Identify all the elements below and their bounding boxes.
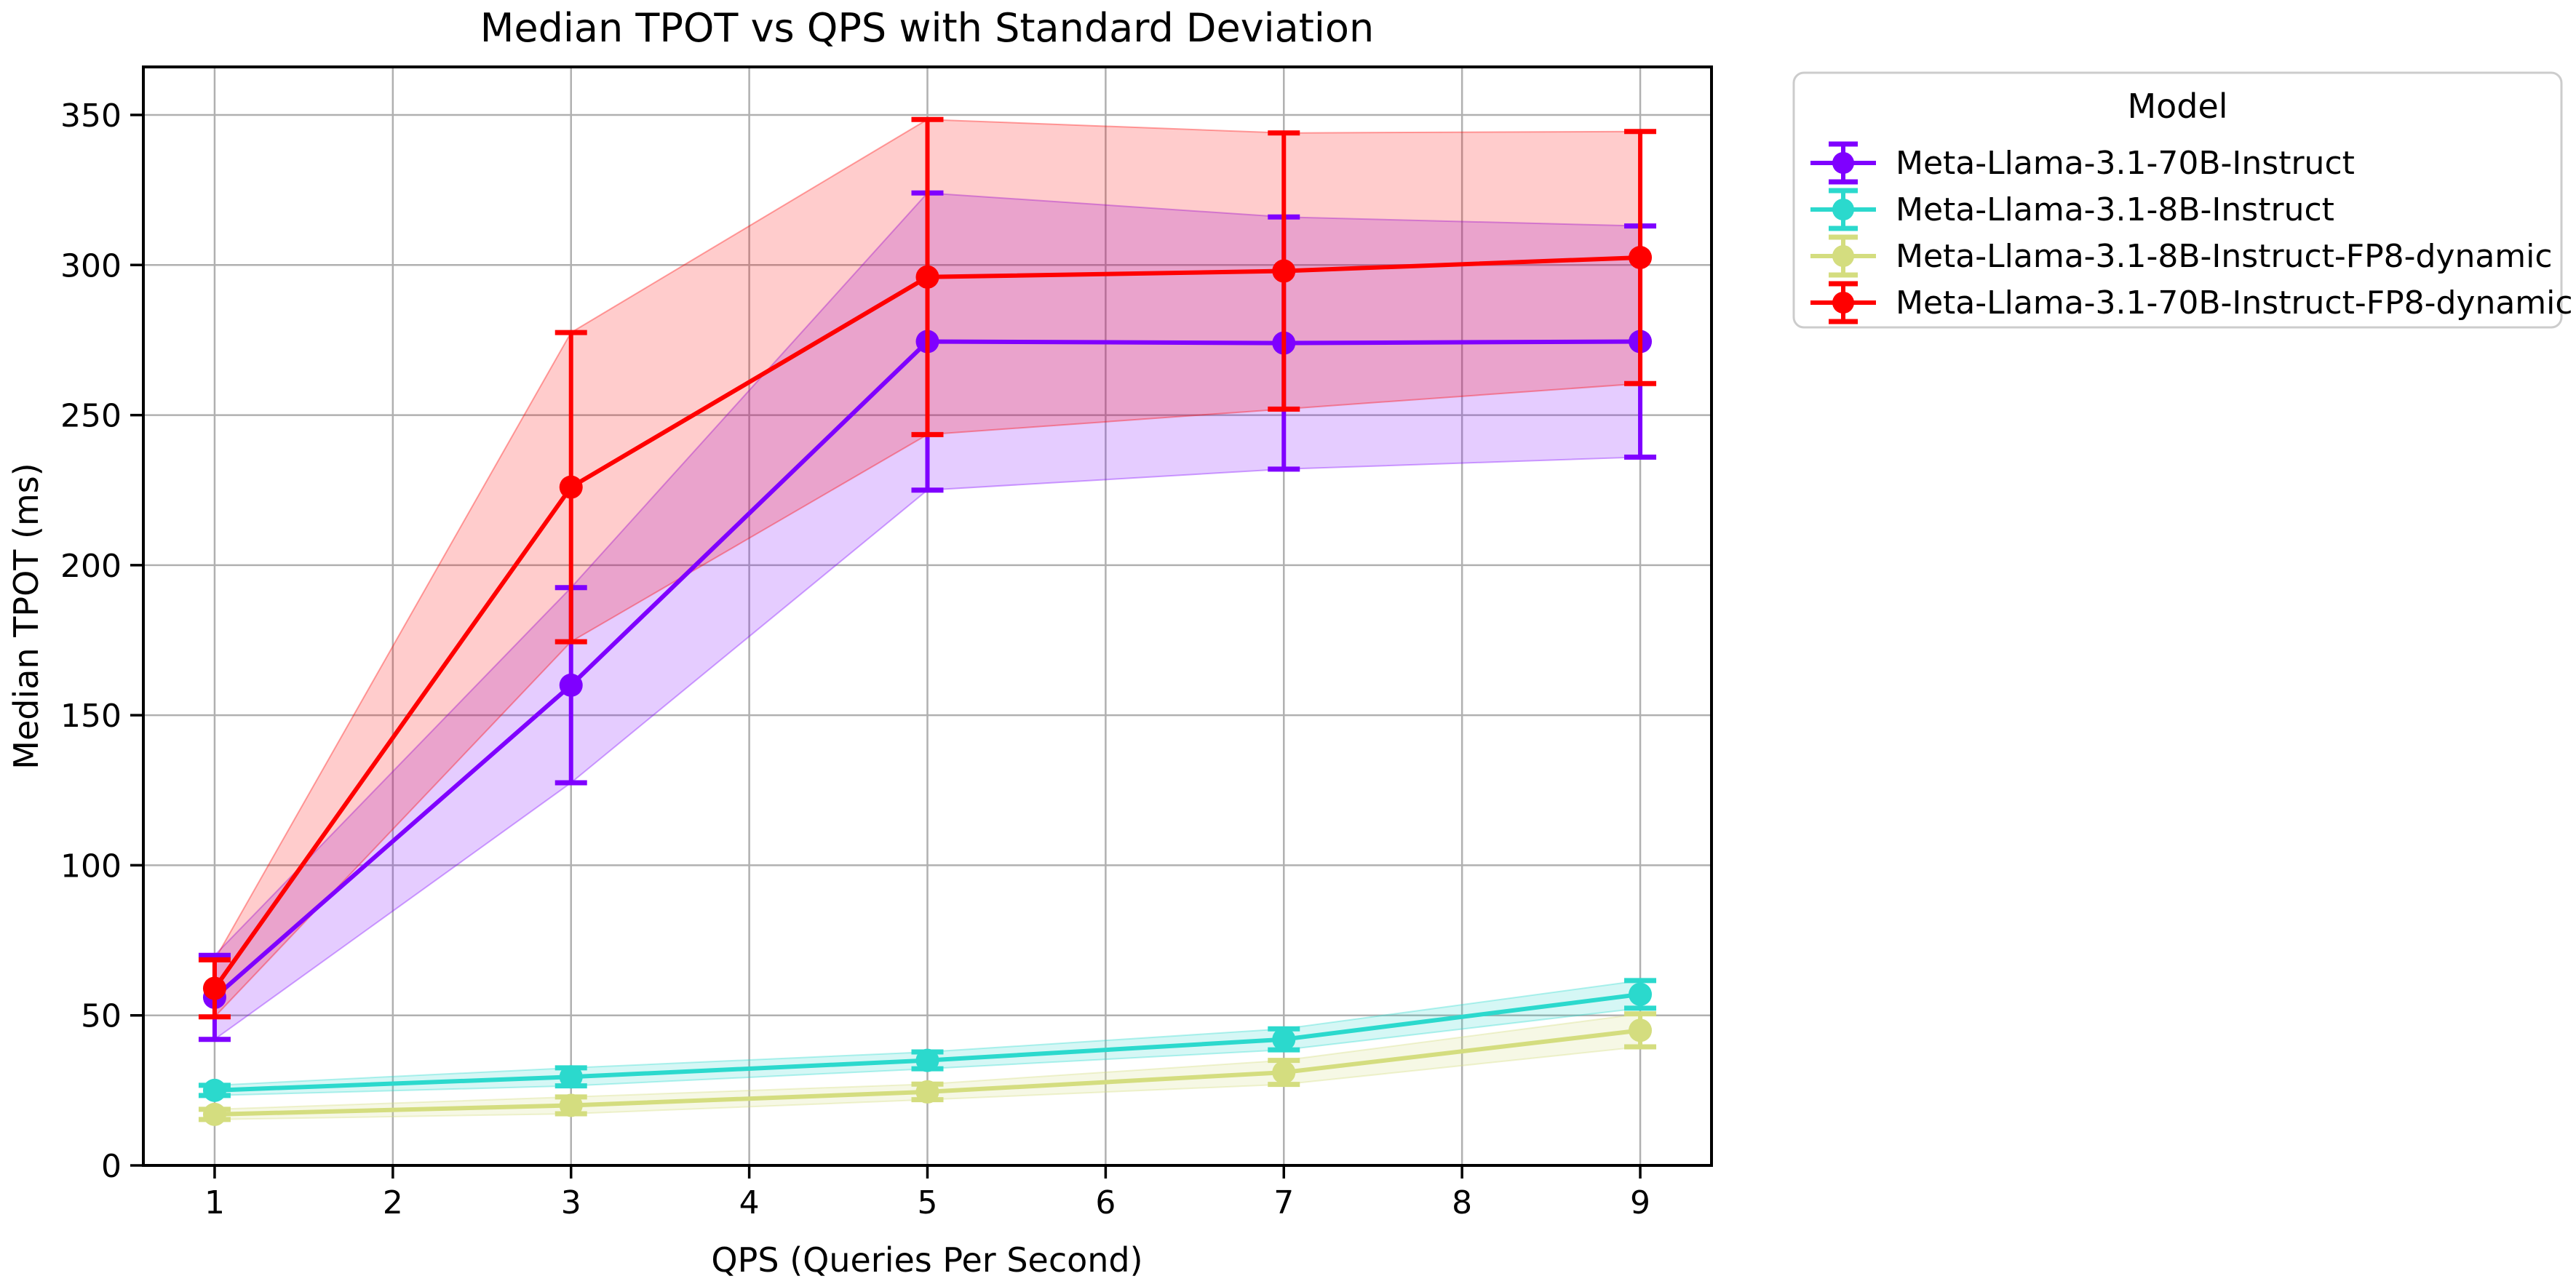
legend: Model Meta-Llama-3.1-70B-Instruct Meta-Lla… [1792, 71, 2573, 329]
data-point [202, 1078, 226, 1102]
legend-label: Meta-Llama-3.1-70B-Instruct [1896, 145, 2355, 182]
y-axis-label: Median TPOT (ms) [7, 463, 46, 769]
series-Meta-Llama-3.1-8B-Instruct [198, 978, 1657, 1102]
legend-label: Meta-Llama-3.1-70B-Instruct-FP8-dynamic [1896, 284, 2573, 322]
grid-lines [143, 67, 1712, 1167]
series-Meta-Llama-3.1-70B-Instruct-FP8-dynamic [198, 116, 1657, 1020]
legend-entry-Meta-Llama-3.1-70B-Instruct: Meta-Llama-3.1-70B-Instruct [1810, 141, 2355, 185]
series-Meta-Llama-3.1-8B-Instruct-FP8-dynamic [198, 1011, 1657, 1126]
legend-box [1792, 71, 2563, 329]
legend-handle-marker [1832, 292, 1854, 314]
y-tick-label-100: 100 [60, 848, 122, 885]
x-tick-label-5: 5 [918, 1184, 938, 1221]
legend-entry-Meta-Llama-3.1-70B-Instruct-FP8-dynamic: Meta-Llama-3.1-70B-Instruct-FP8-dynamic [1810, 281, 2573, 324]
legend-entry-Meta-Llama-3.1-8B-Instruct: Meta-Llama-3.1-8B-Instruct [1810, 188, 2334, 231]
x-tick-label-6: 6 [1095, 1184, 1116, 1221]
y-tick-label-300: 300 [60, 247, 122, 284]
legend-label: Meta-Llama-3.1-8B-Instruct-FP8-dynamic [1896, 238, 2553, 275]
y-tick-label-150: 150 [60, 698, 122, 735]
data-point [202, 1102, 226, 1126]
y-tick-label-200: 200 [60, 548, 122, 585]
x-tick-label-7: 7 [1273, 1184, 1294, 1221]
x-tick-label-4: 4 [739, 1184, 760, 1221]
data-point [915, 1048, 939, 1072]
axes: 1 2 3 4 5 6 7 8 9 0 50 100 150 200 250 300 350 [60, 65, 1713, 1221]
legend-handle-marker [1832, 199, 1854, 220]
y-tick-label-350: 350 [60, 97, 122, 135]
data-point [1629, 982, 1653, 1006]
x-tick-label-2: 2 [383, 1184, 403, 1221]
data-point [915, 265, 939, 289]
data-point [559, 475, 583, 499]
legend-handle-marker [1832, 245, 1854, 267]
legend-label: Meta-Llama-3.1-8B-Instruct [1896, 191, 2334, 228]
y-tick-label-0: 0 [101, 1148, 122, 1185]
x-axis-label: QPS (Queries Per Second) [711, 1240, 1142, 1280]
legend-entry-Meta-Llama-3.1-8B-Instruct-FP8-dynamic: Meta-Llama-3.1-8B-Instruct-FP8-dynamic [1810, 234, 2553, 278]
data-point [1272, 1061, 1296, 1085]
data-point [1272, 1027, 1296, 1051]
y-tick-label-50: 50 [81, 998, 122, 1035]
series-lines [198, 116, 1657, 1126]
x-tick-label-1: 1 [204, 1184, 225, 1221]
y-tick-label-250: 250 [60, 398, 122, 435]
x-tick-label-9: 9 [1630, 1184, 1650, 1221]
x-tick-label-3: 3 [561, 1184, 581, 1221]
chart-title: Median TPOT vs QPS with Standard Deviati… [480, 5, 1374, 51]
data-point [202, 976, 226, 1000]
data-point [1272, 259, 1296, 283]
data-point [915, 1080, 939, 1104]
legend-handle-marker [1832, 152, 1854, 174]
data-point [559, 1065, 583, 1089]
x-tick-label-8: 8 [1452, 1184, 1472, 1221]
data-point [559, 673, 583, 697]
data-point [1629, 245, 1653, 269]
legend-title: Model [2127, 87, 2227, 126]
data-point [1629, 1018, 1653, 1042]
data-point [559, 1093, 583, 1117]
